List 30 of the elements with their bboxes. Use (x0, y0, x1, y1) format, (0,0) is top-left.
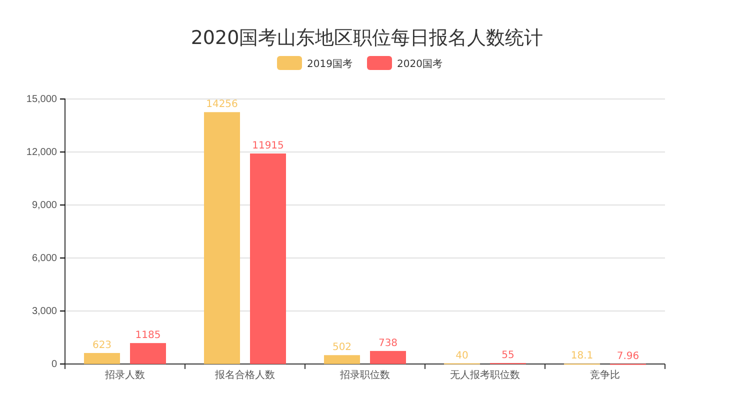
legend-label: 2019国考 (307, 58, 352, 70)
data-label: 1185 (135, 330, 161, 342)
chart-title: 2020国考山东地区职位每日报名人数统计 (190, 27, 544, 49)
y-tick-label: 15,000 (26, 94, 58, 106)
y-tick-label: 0 (51, 359, 58, 370)
data-label: 55 (502, 350, 514, 362)
legend-label: 2020国考 (397, 58, 442, 70)
bar (324, 355, 360, 364)
x-tick-label: 报名合格人数 (214, 369, 275, 381)
bar (130, 343, 166, 364)
data-label: 18.1 (570, 350, 594, 362)
x-tick-label: 招录职位数 (339, 369, 390, 381)
bar (370, 350, 406, 364)
data-label: 14256 (206, 99, 238, 110)
y-tick-label: 9,000 (32, 200, 58, 212)
y-tick-label: 6,000 (32, 253, 58, 264)
data-label: 502 (332, 342, 352, 354)
y-tick-label: 3,000 (32, 306, 58, 318)
bar (204, 112, 240, 364)
x-tick-label: 竞争比 (590, 369, 620, 381)
bar (250, 154, 286, 364)
data-label: 40 (456, 350, 468, 362)
x-tick-label: 招录人数 (104, 369, 145, 381)
data-label: 7.96 (616, 350, 640, 362)
bar (84, 352, 120, 364)
data-label: 738 (378, 338, 398, 349)
y-tick-label: 12,000 (26, 147, 58, 158)
data-label: 11915 (252, 140, 284, 152)
x-tick-label: 无人报考职位数 (450, 369, 520, 381)
data-label: 623 (92, 340, 112, 351)
